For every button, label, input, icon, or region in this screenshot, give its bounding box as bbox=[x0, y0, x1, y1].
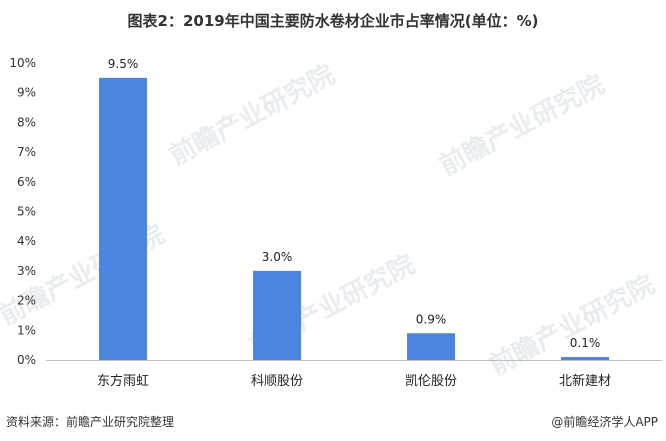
data-label: 9.5% bbox=[108, 57, 139, 71]
bar bbox=[99, 77, 147, 360]
y-tick-label: 4% bbox=[17, 234, 36, 248]
category-label: 北新建材 bbox=[559, 373, 611, 389]
data-label: 0.9% bbox=[416, 312, 447, 326]
y-tick-label: 0% bbox=[17, 353, 36, 367]
y-tick-label: 2% bbox=[17, 294, 36, 308]
source-note: 资料来源：前瞻产业研究院整理 bbox=[6, 415, 175, 429]
data-labels: 9.5% 3.0% 0.9% 0.1% bbox=[108, 57, 601, 350]
category-label: 东方雨虹 bbox=[97, 373, 149, 389]
y-tick-label: 1% bbox=[17, 323, 36, 337]
y-tick-label: 3% bbox=[17, 264, 36, 278]
bars bbox=[99, 77, 609, 360]
category-label: 科顺股份 bbox=[251, 374, 303, 389]
category-labels: 东方雨虹 科顺股份 凯伦股份 北新建材 bbox=[97, 373, 611, 389]
y-tick-label: 9% bbox=[17, 86, 36, 100]
category-label: 凯伦股份 bbox=[405, 374, 457, 389]
y-tick-label: 8% bbox=[17, 115, 36, 129]
data-label: 3.0% bbox=[262, 250, 293, 264]
y-tick-label: 7% bbox=[17, 145, 36, 159]
y-tick-label: 10% bbox=[9, 56, 36, 70]
data-label: 0.1% bbox=[570, 336, 601, 350]
bar bbox=[407, 333, 455, 360]
bar bbox=[253, 270, 301, 360]
y-tick-label: 6% bbox=[17, 175, 36, 189]
bar bbox=[561, 357, 609, 360]
chart-title: 图表2：2019年中国主要防水卷材企业市占率情况(单位：%) bbox=[127, 12, 539, 30]
brand-credit: @前瞻经济学人APP bbox=[551, 415, 658, 429]
y-axis-ticks: 0% 1% 2% 3% 4% 5% 6% 7% 8% 9% 10% bbox=[9, 56, 36, 367]
y-tick-label: 5% bbox=[17, 205, 36, 219]
